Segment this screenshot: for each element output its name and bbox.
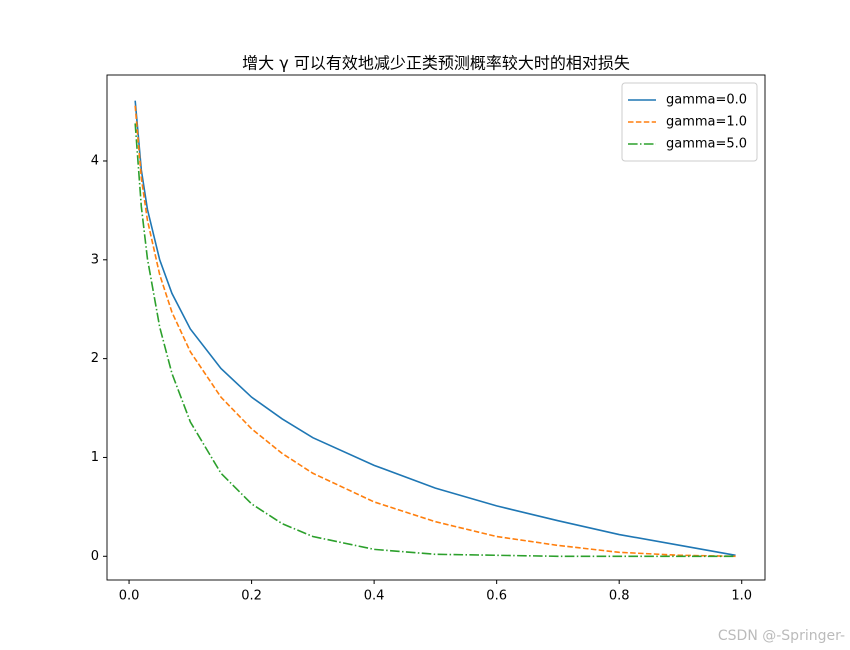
legend-label: gamma=1.0 [666,115,747,130]
y-tick-label: 1 [91,450,99,465]
y-tick-label: 0 [91,549,99,564]
line-series [134,123,736,558]
y-tick-label: 4 [91,153,99,168]
chart-title: 增大 γ 可以有效地减少正类预测概率较大时的相对损失 [242,54,630,73]
x-tick-label: 0.8 [609,589,630,604]
y-tick-label: 2 [91,351,99,366]
x-tick-label: 0.6 [486,589,507,604]
line-series [134,100,736,557]
x-tick-label: 0.4 [364,589,385,604]
x-tick-label: 0.0 [119,589,140,604]
line-series [134,105,736,558]
watermark: CSDN @-Springer- [718,628,845,644]
plot-frame [106,74,766,581]
legend-label: gamma=0.0 [666,93,747,108]
y-tick-label: 3 [91,252,99,267]
legend-label: gamma=5.0 [666,137,747,152]
legend-box [621,82,758,162]
x-tick-label: 0.2 [241,589,262,604]
x-tick-label: 1.0 [731,589,752,604]
